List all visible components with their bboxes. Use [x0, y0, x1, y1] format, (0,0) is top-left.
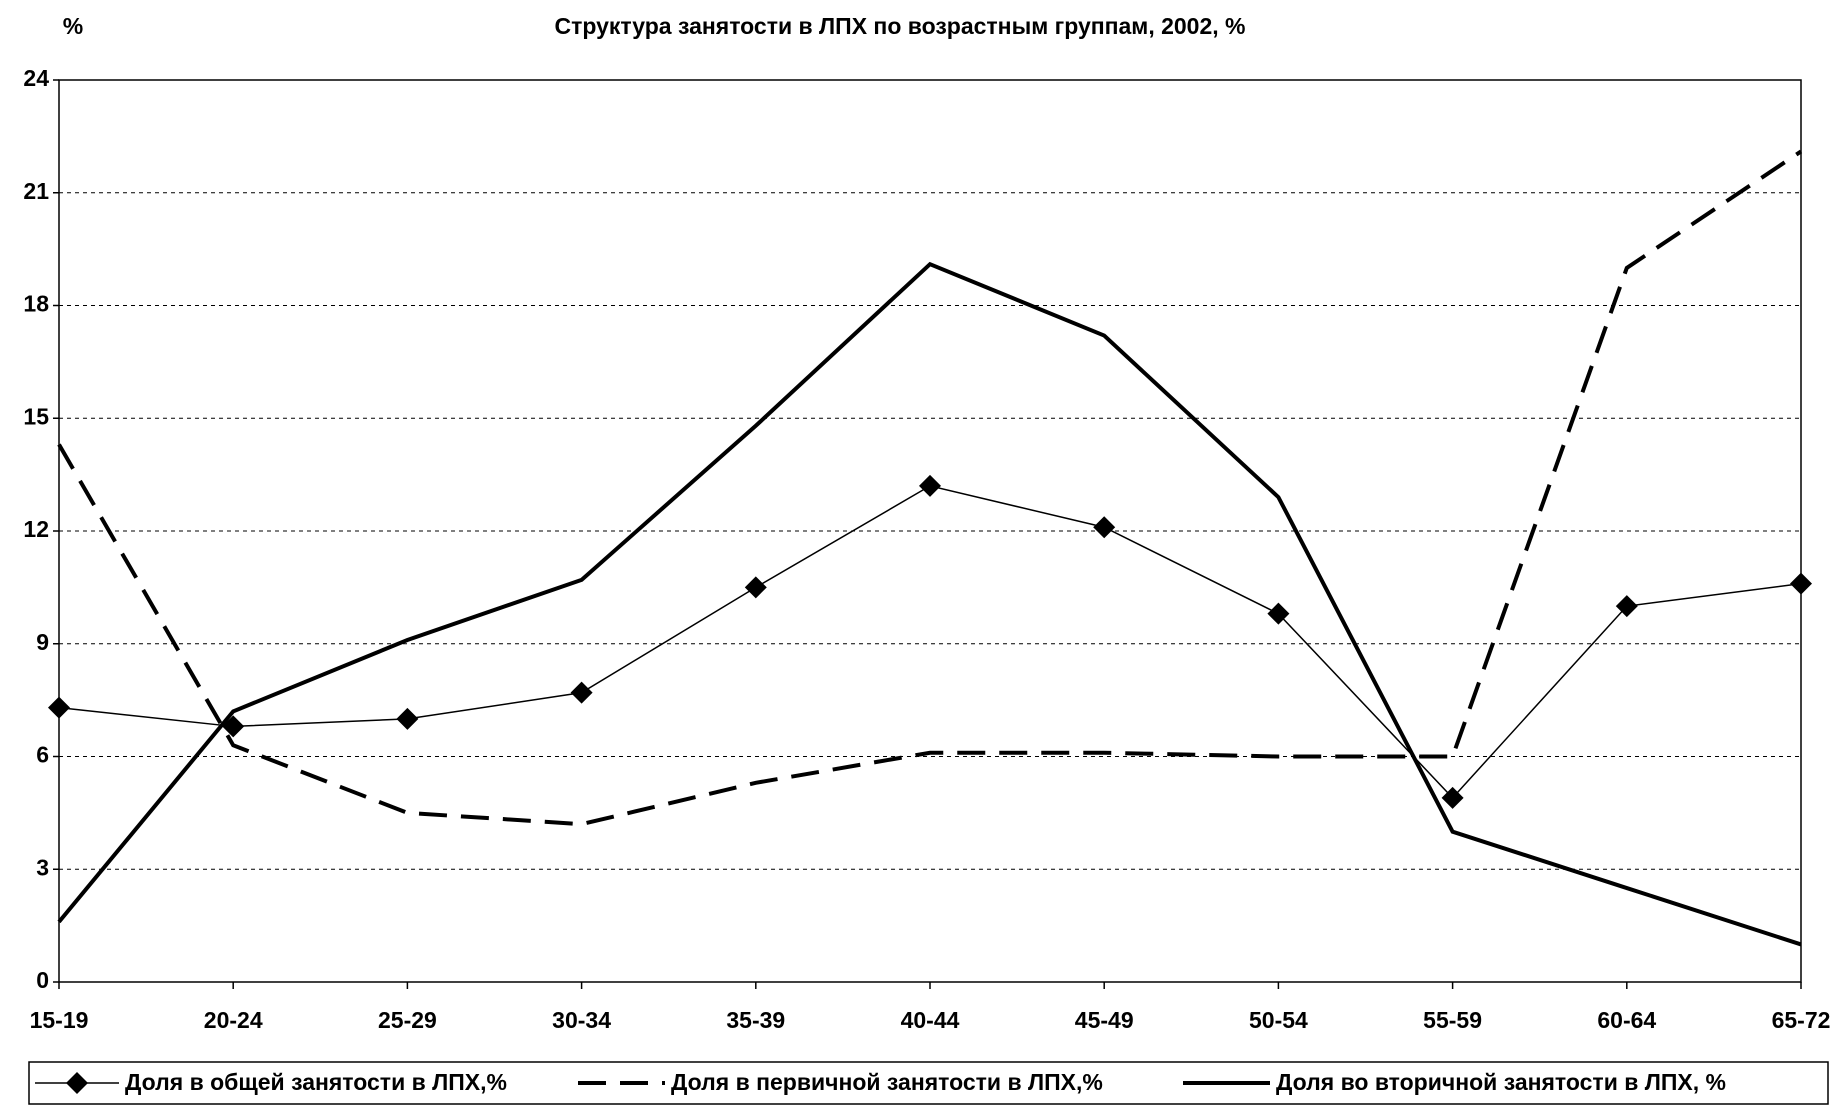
legend-label: Доля в первичной занятости в ЛПХ,%: [671, 1069, 1103, 1095]
x-tick-label: 25-29: [378, 1007, 437, 1033]
x-tick-label: 40-44: [901, 1007, 960, 1033]
point-marker: [1615, 595, 1638, 618]
x-tick-label: 50-54: [1249, 1007, 1308, 1033]
y-axis-label: %: [63, 13, 83, 39]
point-marker: [48, 696, 70, 719]
legend-label: Доля во вторичной занятости в ЛПХ, %: [1276, 1069, 1726, 1095]
y-tick-label: 18: [23, 291, 49, 317]
point-marker: [1790, 572, 1812, 595]
point-marker: [1093, 516, 1116, 539]
x-tick-label: 60-64: [1597, 1007, 1656, 1033]
point-marker: [919, 474, 941, 497]
y-tick-label: 3: [36, 854, 49, 880]
x-tick-label: 45-49: [1075, 1007, 1134, 1033]
y-tick-label: 6: [36, 742, 49, 768]
x-tick-label: 65-72: [1772, 1007, 1831, 1033]
y-tick-label: 15: [23, 403, 49, 429]
x-tick-label: 15-19: [30, 1007, 89, 1033]
legend-label: Доля в общей занятости в ЛПХ,%: [125, 1069, 507, 1095]
x-tick-label: 30-34: [552, 1007, 611, 1033]
x-tick-label: 20-24: [204, 1007, 263, 1033]
y-tick-label: 9: [36, 629, 49, 655]
point-marker: [744, 576, 767, 599]
point-marker: [396, 707, 419, 730]
legend-marker: [66, 1072, 88, 1094]
y-tick-label: 24: [23, 65, 49, 91]
legend-box: [28, 1061, 1829, 1105]
series-line: [57, 261, 1802, 947]
y-tick-label: 0: [36, 967, 49, 993]
series-line: [57, 149, 1803, 827]
y-tick-label: 21: [23, 178, 49, 204]
point-marker: [1267, 602, 1290, 625]
point-marker: [1441, 786, 1464, 809]
x-tick-label: 35-39: [726, 1007, 785, 1033]
chart-title: Структура занятости в ЛПХ по возрастным …: [555, 13, 1246, 39]
x-tick-label: 55-59: [1423, 1007, 1482, 1033]
point-marker: [570, 681, 593, 704]
y-tick-label: 12: [23, 516, 49, 542]
